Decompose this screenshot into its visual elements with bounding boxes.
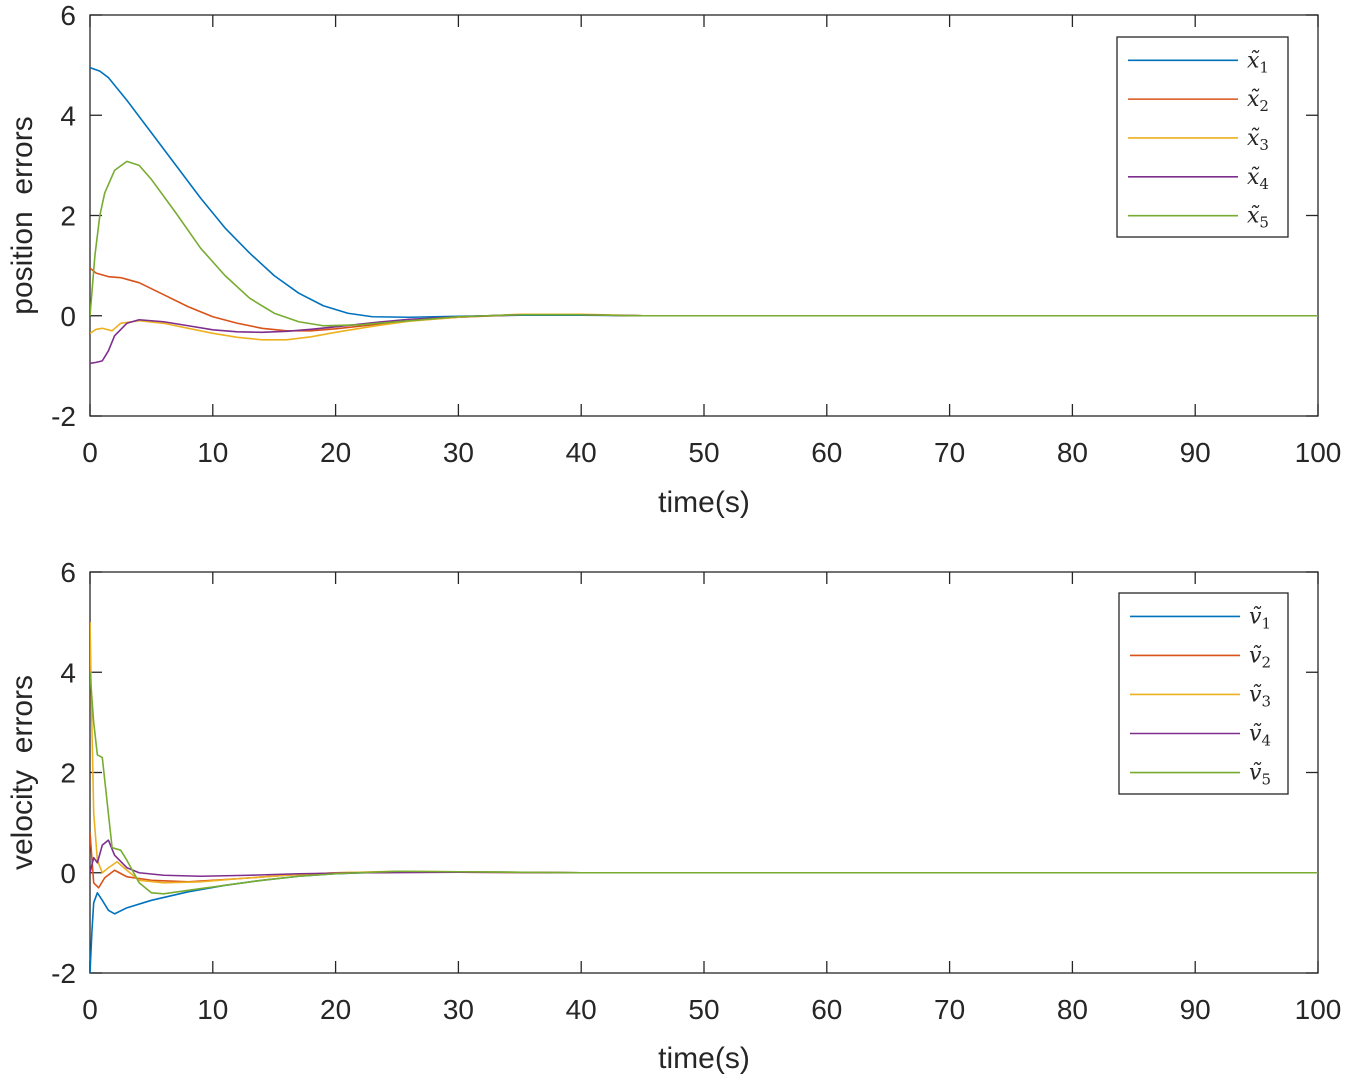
position-errors-chart: 0 10 20 30 40 50 60 70 80 90 100-20246time(s)posit… [6, 0, 1341, 519]
x-tick-label: 10 [197, 437, 228, 468]
velocity-errors-chart: 0 10 20 30 40 50 60 70 80 90 100-20246time(s)veloc… [6, 557, 1341, 1075]
x-tick-label: 90 [1180, 437, 1211, 468]
legend-symbol: ṽ [1249, 682, 1262, 707]
legend-symbol: x̃ [1247, 165, 1260, 190]
series-line-4 [90, 839, 1318, 878]
legend-subscript: 1 [1261, 614, 1271, 632]
x-tick-label: 20 [320, 994, 351, 1025]
legend-entry-1: x̃1 [1247, 48, 1269, 76]
legend-subscript: 1 [1259, 58, 1269, 76]
x-tick-label: 80 [1057, 437, 1088, 468]
y-tick-label: 6 [60, 557, 76, 588]
x-tick-label: 0 [82, 994, 98, 1025]
legend-entry-1: ṽ1 [1249, 604, 1271, 632]
plot-area [89, 14, 1319, 417]
legend-subscript: 2 [1259, 97, 1269, 115]
x-tick-label: 100 [1295, 437, 1342, 468]
legend-symbol: x̃ [1247, 48, 1260, 73]
legend-subscript: 2 [1261, 653, 1271, 671]
legend-symbol: x̃ [1247, 204, 1260, 229]
y-tick-label: 2 [60, 201, 76, 232]
y-axis-label: velocity errors [6, 675, 39, 870]
x-tick-label: 80 [1057, 994, 1088, 1025]
x-tick-label: 60 [811, 437, 842, 468]
x-tick-label: 70 [934, 437, 965, 468]
legend-symbol: x̃ [1247, 87, 1260, 112]
legend-entry-5: ṽ5 [1249, 761, 1271, 789]
x-axis-label: time(s) [658, 1042, 750, 1075]
legend-symbol: ṽ [1249, 643, 1262, 668]
legend-subscript: 3 [1261, 692, 1271, 710]
x-tick-label: 30 [443, 437, 474, 468]
y-axis-label: position errors [6, 116, 39, 314]
y-tick-label: 4 [60, 100, 76, 131]
x-tick-label: 90 [1180, 994, 1211, 1025]
x-tick-label: 40 [566, 994, 597, 1025]
legend-subscript: 5 [1261, 771, 1271, 789]
legend-symbol: ṽ [1249, 604, 1262, 629]
legend-entry-4: ṽ4 [1249, 722, 1271, 750]
legend-subscript: 5 [1259, 214, 1269, 232]
series-line-5 [90, 160, 1318, 327]
legend-entry-5: x̃5 [1247, 204, 1269, 232]
x-tick-label: 40 [566, 437, 597, 468]
legend-subscript: 3 [1259, 136, 1269, 154]
x-tick-label: 10 [197, 994, 228, 1025]
y-tick-label: 2 [60, 758, 76, 789]
x-tick-label: 30 [443, 994, 474, 1025]
legend-subscript: 4 [1261, 732, 1271, 750]
x-tick-label: 50 [688, 437, 719, 468]
y-tick-label: 4 [60, 657, 76, 688]
y-tick-label: -2 [51, 401, 76, 432]
x-tick-label: 50 [688, 994, 719, 1025]
legend-entry-4: x̃4 [1247, 165, 1269, 193]
legend-entry-3: ṽ3 [1249, 682, 1271, 710]
x-tick-label: 70 [934, 994, 965, 1025]
y-tick-label: 0 [60, 301, 76, 332]
legend: x̃1x̃2x̃3x̃4x̃5 [1116, 36, 1289, 238]
legend-subscript: 4 [1259, 175, 1269, 193]
legend-entry-2: ṽ2 [1249, 643, 1271, 671]
y-tick-label: 6 [60, 0, 76, 31]
x-tick-label: 20 [320, 437, 351, 468]
x-tick-label: 60 [811, 994, 842, 1025]
plot-area [89, 571, 1319, 974]
legend-symbol: ṽ [1249, 761, 1262, 786]
legend-symbol: x̃ [1247, 126, 1260, 151]
x-axis-label: time(s) [658, 486, 750, 519]
legend-entry-3: x̃3 [1247, 126, 1269, 154]
series-line-5 [90, 672, 1318, 895]
y-tick-label: 0 [60, 858, 76, 889]
legend-entry-2: x̃2 [1247, 87, 1269, 115]
x-tick-label: 0 [82, 437, 98, 468]
legend-box [1118, 592, 1289, 795]
x-tick-label: 100 [1295, 994, 1342, 1025]
y-tick-label: -2 [51, 958, 76, 989]
legend-symbol: ṽ [1249, 722, 1262, 747]
legend-box [1116, 36, 1289, 238]
